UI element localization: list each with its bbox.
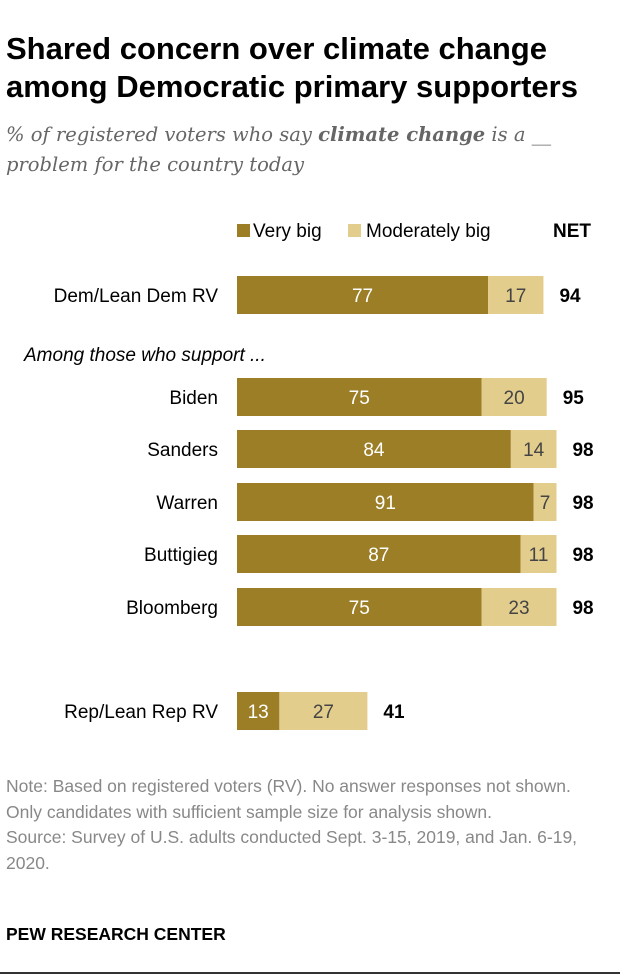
stacked-bar-chart: Very big Moderately big NET Among those who… xyxy=(23,221,594,730)
brand-label: PEW RESEARCH CENTER xyxy=(6,924,226,944)
data-label-moderately-big: 23 xyxy=(508,598,529,619)
bar-very-big xyxy=(237,378,482,416)
legend-swatch-very-big xyxy=(237,224,250,237)
category-label: Warren xyxy=(156,493,218,514)
data-label-very-big: 13 xyxy=(248,702,269,723)
bar-very-big xyxy=(237,276,489,314)
data-label-moderately-big: 20 xyxy=(504,388,525,409)
bar-very-big xyxy=(237,535,521,573)
bar-very-big xyxy=(237,430,511,468)
net-value: 98 xyxy=(572,545,593,566)
category-label: Biden xyxy=(169,388,218,409)
category-label: Sanders xyxy=(147,440,218,461)
bar-moderately-big xyxy=(533,483,557,521)
legend-label-very-big: Very big xyxy=(253,221,322,242)
data-label-very-big: 75 xyxy=(349,388,370,409)
data-label-moderately-big: 27 xyxy=(313,702,334,723)
category-label: Bloomberg xyxy=(126,598,218,619)
bar-moderately-big xyxy=(510,430,557,468)
category-label: Buttigieg xyxy=(144,545,218,566)
data-label-moderately-big: 7 xyxy=(540,493,551,514)
net-header: NET xyxy=(553,221,591,242)
subtitle-text-before: % of registered voters who say xyxy=(6,123,319,146)
bar-moderately-big xyxy=(279,692,368,730)
net-value: 98 xyxy=(572,493,593,514)
bar-very-big xyxy=(237,588,482,626)
source-text: Source: Survey of U.S. adults conducted … xyxy=(6,827,578,873)
bar-very-big xyxy=(237,692,280,730)
data-label-very-big: 77 xyxy=(352,286,373,307)
net-value: 98 xyxy=(572,598,593,619)
subtitle-emphasis: climate change xyxy=(318,123,486,146)
data-label-very-big: 91 xyxy=(375,493,396,514)
bar-moderately-big xyxy=(488,276,544,314)
net-value: 98 xyxy=(572,440,593,461)
category-label: Rep/Lean Rep RV xyxy=(64,702,218,723)
net-value: 94 xyxy=(559,286,581,307)
bar-moderately-big xyxy=(520,535,557,573)
bar-moderately-big xyxy=(481,378,547,416)
net-value: 41 xyxy=(383,702,405,723)
chart-title: Shared concern over climate change among… xyxy=(6,31,578,104)
category-label: Dem/Lean Dem RV xyxy=(54,286,219,307)
bar-moderately-big xyxy=(481,588,557,626)
data-label-very-big: 84 xyxy=(363,440,385,461)
legend-label-moderately-big: Moderately big xyxy=(366,221,491,242)
data-label-moderately-big: 17 xyxy=(505,286,526,307)
note-text: Note: Based on registered voters (RV). N… xyxy=(6,776,571,822)
bar-very-big xyxy=(237,483,534,521)
net-value: 95 xyxy=(563,388,585,409)
data-label-very-big: 87 xyxy=(368,545,389,566)
footer-rule xyxy=(0,972,620,974)
subtitle-text-after: is a __ problem for the country today xyxy=(6,123,552,176)
data-label-moderately-big: 14 xyxy=(523,440,545,461)
footnotes: Note: Based on registered voters (RV). N… xyxy=(6,774,606,876)
legend-swatch-moderately-big xyxy=(348,224,361,237)
data-label-very-big: 75 xyxy=(349,598,370,619)
chart-subtitle: % of registered voters who say climate c… xyxy=(6,120,616,180)
data-label-moderately-big: 11 xyxy=(529,545,549,566)
group-label: Among those who support ... xyxy=(23,345,266,366)
